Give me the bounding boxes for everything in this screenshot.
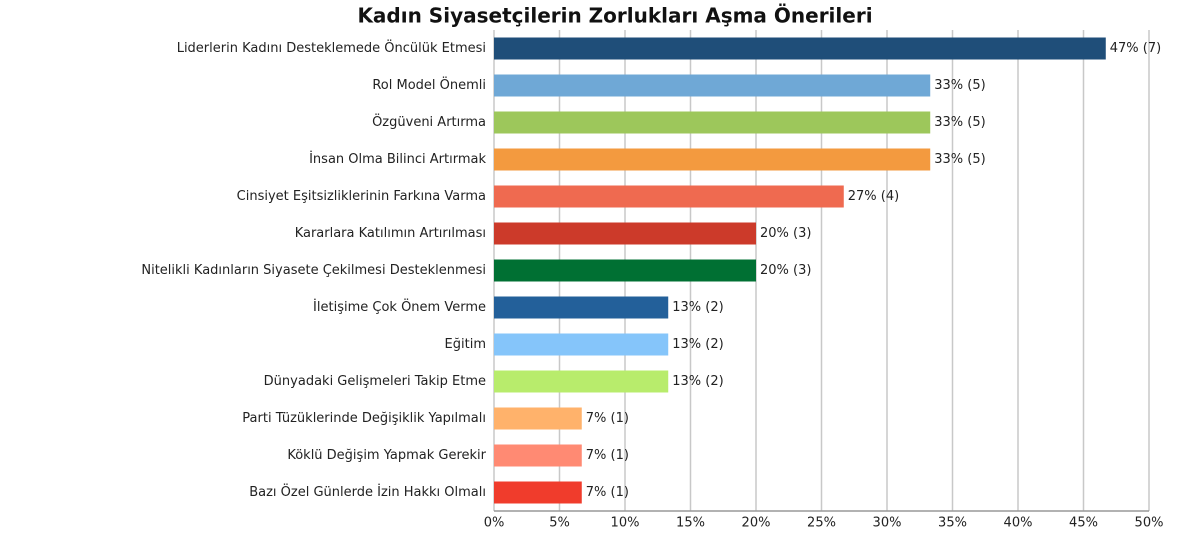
bar: [494, 370, 669, 393]
bar: [494, 296, 669, 319]
value-label: 7% (1): [586, 485, 629, 500]
y-tick-label: Bazı Özel Günlerde İzin Hakkı Olmalı: [249, 483, 486, 500]
x-tick-label: 35%: [938, 516, 967, 531]
x-tick-label: 0%: [484, 516, 505, 531]
y-tick-label: Eğitim: [445, 337, 486, 352]
value-label: 20% (3): [760, 263, 811, 278]
y-tick-label: Cinsiyet Eşitsizliklerinin Farkına Varma: [237, 189, 486, 204]
value-label: 33% (5): [934, 115, 985, 130]
x-tick-label: 50%: [1135, 516, 1164, 531]
value-label: 33% (5): [934, 78, 985, 93]
x-tick-label: 40%: [1004, 516, 1033, 531]
y-tick-label: Parti Tüzüklerinde Değişiklik Yapılmalı: [242, 411, 486, 426]
bar: [494, 481, 582, 504]
y-tick-label: Kararlara Katılımın Artırılması: [295, 226, 486, 241]
bar: [494, 407, 582, 430]
value-label: 20% (3): [760, 226, 811, 241]
x-tick-label: 25%: [807, 516, 836, 531]
x-tick-label: 20%: [742, 516, 771, 531]
value-label: 13% (2): [672, 300, 723, 315]
bar: [494, 333, 669, 356]
value-label: 13% (2): [672, 374, 723, 389]
x-tick-label: 45%: [1069, 516, 1098, 531]
bar: [494, 185, 844, 208]
x-tick-label: 10%: [611, 516, 640, 531]
y-tick-label: İnsan Olma Bilinci Artırmak: [309, 151, 486, 167]
y-tick-label: Köklü Değişim Yapmak Gerekir: [287, 448, 486, 463]
x-tick-label: 5%: [549, 516, 570, 531]
x-tick-label: 15%: [676, 516, 705, 531]
value-label: 27% (4): [848, 189, 899, 204]
bar: [494, 259, 756, 282]
value-label: 33% (5): [934, 152, 985, 167]
y-tick-label: Nitelikli Kadınların Siyasete Çekilmesi …: [141, 263, 486, 278]
value-label: 7% (1): [586, 411, 629, 426]
bar: [494, 74, 931, 97]
bar: [494, 222, 756, 245]
bar: [494, 111, 931, 134]
y-tick-label: Liderlerin Kadını Desteklemede Öncülük E…: [177, 39, 486, 56]
y-tick-label: Dünyadaki Gelişmeleri Takip Etme: [264, 374, 486, 389]
bar: [494, 37, 1106, 60]
value-label: 13% (2): [672, 337, 723, 352]
value-label: 47% (7): [1110, 41, 1161, 56]
x-tick-label: 30%: [873, 516, 902, 531]
value-label: 7% (1): [586, 448, 629, 463]
y-tick-label: Özgüveni Artırma: [372, 113, 486, 130]
chart-title: Kadın Siyasetçilerin Zorlukları Aşma Öne…: [357, 4, 872, 28]
y-tick-label: İletişime Çok Önem Verme: [313, 298, 486, 315]
bar: [494, 444, 582, 467]
bar: [494, 148, 931, 171]
y-tick-label: Rol Model Önemli: [372, 76, 486, 93]
